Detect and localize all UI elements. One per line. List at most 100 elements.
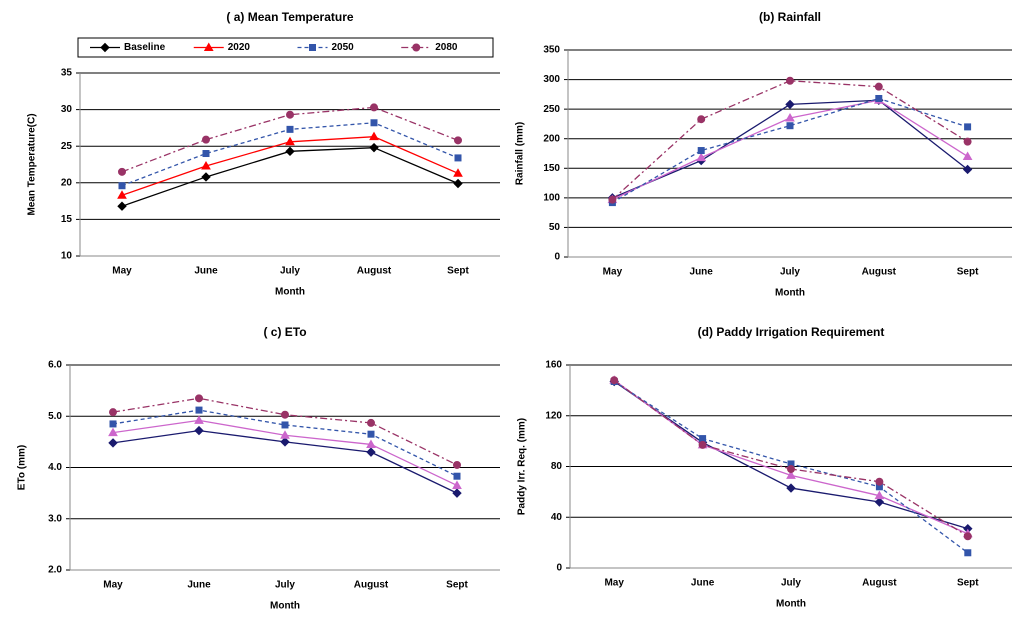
series-line — [613, 380, 968, 530]
y-tick-label: 3.0 — [48, 513, 62, 524]
data-point — [366, 439, 376, 448]
x-axis-label: Month — [776, 599, 806, 610]
y-tick-label: 150 — [543, 163, 560, 174]
y-tick-label: 15 — [61, 214, 73, 225]
y-tick-label: 120 — [545, 410, 562, 421]
y-tick-label: 6.0 — [48, 360, 62, 371]
y-tick-label: 4.0 — [48, 462, 62, 473]
data-point — [454, 136, 462, 145]
x-tick-label: Sept — [447, 266, 469, 277]
x-tick-label: May — [112, 266, 132, 277]
data-point — [369, 131, 379, 141]
x-tick-label: June — [194, 266, 218, 277]
series-line — [112, 419, 458, 487]
data-point — [874, 497, 885, 507]
y-tick-label: 100 — [543, 192, 560, 203]
x-axis-label: Month — [775, 288, 805, 299]
data-point — [286, 110, 294, 119]
data-point — [452, 480, 462, 489]
data-point — [962, 164, 973, 175]
y-tick-label: 30 — [61, 104, 73, 115]
data-point — [786, 483, 796, 493]
data-point — [370, 119, 378, 127]
series-line — [121, 106, 459, 173]
legend-marker — [412, 43, 421, 52]
chart-title: ( c) ETo — [263, 325, 306, 339]
data-point — [108, 427, 118, 437]
data-point — [453, 472, 461, 480]
data-point — [281, 410, 289, 419]
data-point — [453, 178, 463, 189]
data-point — [452, 488, 462, 498]
data-point — [964, 549, 972, 557]
y-tick-label: 0 — [556, 563, 562, 574]
data-point — [108, 438, 118, 448]
data-point — [453, 460, 461, 469]
data-point — [786, 76, 794, 85]
y-axis-label: Mean Temperature(C) — [27, 113, 38, 215]
x-tick-label: May — [603, 267, 623, 278]
data-point — [286, 125, 294, 133]
legend-marker — [203, 42, 214, 51]
data-point — [697, 147, 705, 155]
y-tick-label: 250 — [543, 104, 560, 115]
data-point — [875, 477, 884, 486]
x-tick-label: August — [862, 578, 897, 589]
legend-label: 2080 — [435, 42, 458, 53]
x-tick-label: June — [690, 267, 714, 278]
data-point — [117, 201, 127, 211]
legend-marker — [309, 44, 316, 51]
y-tick-label: 40 — [551, 512, 563, 523]
data-point — [699, 435, 707, 443]
x-tick-label: August — [354, 580, 389, 591]
data-point — [610, 376, 619, 385]
data-point — [962, 151, 973, 160]
legend-box — [77, 37, 494, 58]
data-point — [202, 150, 210, 158]
data-point — [370, 103, 378, 112]
y-axis-label: Paddy Irr. Req. (mm) — [517, 418, 528, 515]
x-axis-label: Month — [275, 287, 305, 298]
data-point — [963, 532, 972, 541]
data-point — [608, 195, 617, 204]
x-tick-label: July — [280, 266, 300, 277]
data-point — [785, 113, 795, 122]
y-tick-label: 5.0 — [48, 411, 62, 422]
data-point — [285, 146, 295, 157]
data-point — [118, 167, 126, 176]
data-point — [117, 190, 127, 199]
y-axis-label: ETo (mm) — [17, 445, 28, 490]
data-point — [874, 490, 885, 500]
data-point — [366, 447, 376, 457]
data-point — [194, 415, 204, 424]
data-point — [785, 99, 795, 110]
data-point — [285, 136, 295, 146]
data-point — [195, 394, 203, 403]
y-tick-label: 0 — [554, 252, 560, 263]
y-tick-label: 2.0 — [48, 565, 62, 576]
y-tick-label: 300 — [543, 74, 560, 85]
data-point — [280, 437, 290, 447]
series-line — [112, 409, 458, 477]
x-tick-label: August — [357, 266, 392, 277]
series-line — [121, 136, 459, 196]
data-point — [194, 425, 204, 436]
x-tick-label: Sept — [957, 267, 979, 278]
legend-label: Baseline — [124, 42, 166, 53]
data-point — [697, 115, 706, 124]
y-tick-label: 20 — [61, 177, 73, 188]
data-point — [369, 142, 379, 153]
data-point — [874, 82, 883, 91]
series-line — [613, 379, 969, 535]
x-tick-label: August — [862, 267, 897, 278]
x-tick-label: Sept — [957, 578, 979, 589]
x-tick-label: Sept — [446, 580, 468, 591]
x-tick-label: May — [604, 578, 624, 589]
data-point — [786, 470, 796, 479]
x-tick-label: May — [103, 580, 123, 591]
y-tick-label: 10 — [61, 251, 73, 262]
y-tick-label: 160 — [545, 360, 562, 371]
data-point — [963, 137, 972, 146]
data-point — [698, 440, 707, 449]
